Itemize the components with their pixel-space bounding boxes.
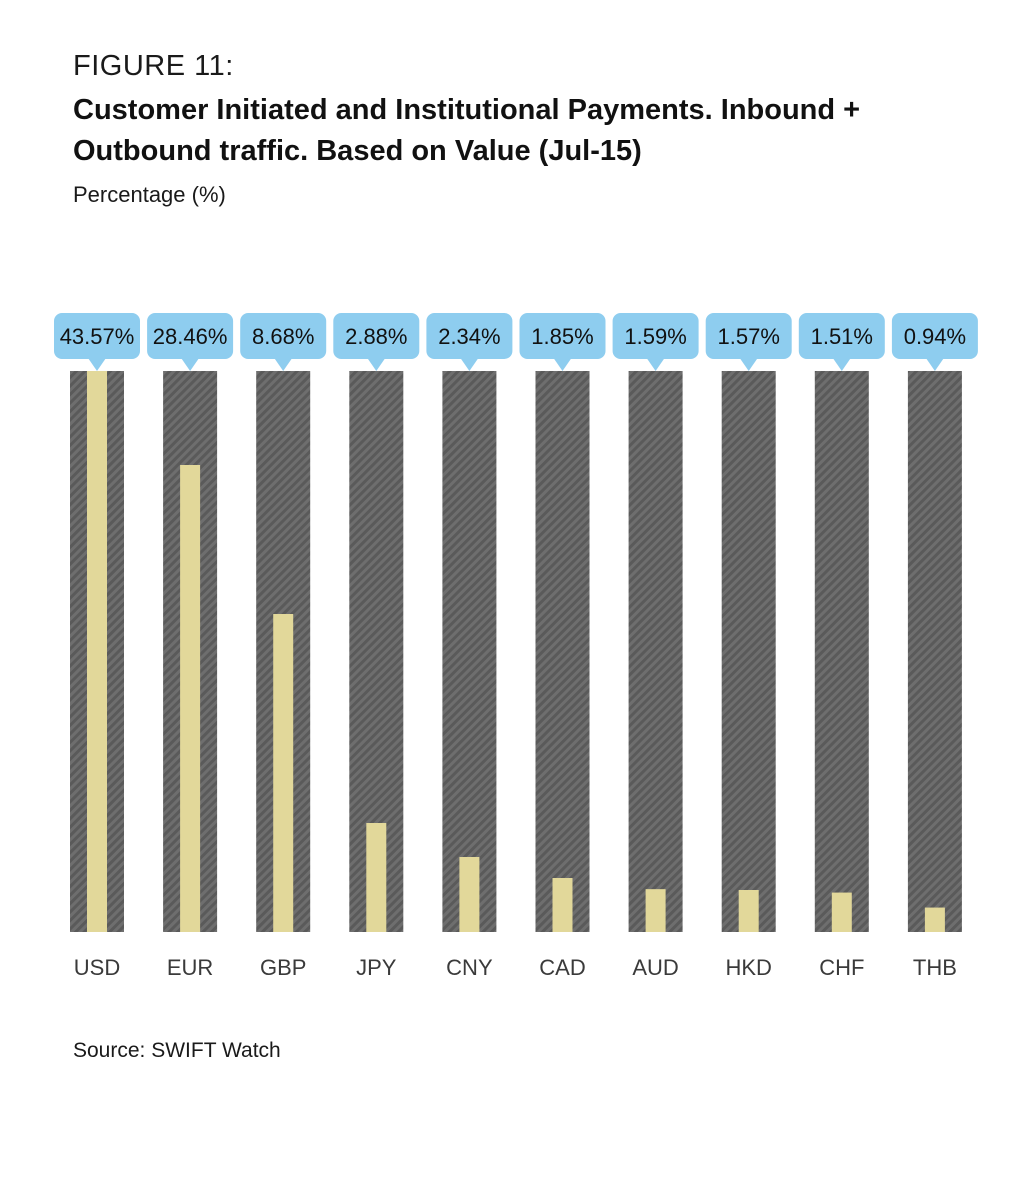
data-label-aud: 1.59% xyxy=(624,324,686,349)
bar-jpy xyxy=(366,823,387,932)
bar-track-cny xyxy=(442,371,497,932)
callout-aud: 1.59% xyxy=(612,313,699,371)
data-label-chf: 1.51% xyxy=(811,324,873,349)
bar-tracks xyxy=(70,371,962,932)
callout-thb: 0.94% xyxy=(891,313,978,371)
y-axis-label: Percentage (%) xyxy=(73,182,226,207)
callout-usd: 43.57% xyxy=(54,313,140,371)
callout-box xyxy=(54,313,140,359)
callout-pointer xyxy=(460,358,479,371)
data-label-gbp: 8.68% xyxy=(252,324,314,349)
x-tick-cad: CAD xyxy=(539,955,585,980)
bar-eur xyxy=(180,465,201,932)
figure-label: FIGURE 11: xyxy=(73,50,234,82)
callout-pointer xyxy=(646,358,665,371)
bar-aud xyxy=(645,889,666,932)
x-tick-chf: CHF xyxy=(819,955,864,980)
data-label-usd: 43.57% xyxy=(60,324,135,349)
callout-pointer xyxy=(181,358,200,371)
callout-pointer xyxy=(739,358,758,371)
bars xyxy=(87,371,945,932)
bar-track-aud xyxy=(628,371,683,932)
x-tick-hkd: HKD xyxy=(725,955,771,980)
callout-box xyxy=(147,313,234,359)
bar-chf xyxy=(831,892,852,932)
bar-track-cad xyxy=(535,371,590,932)
data-label-jpy: 2.88% xyxy=(345,324,407,349)
callout-cad: 1.85% xyxy=(519,313,606,371)
chart-title: Customer Initiated and Institutional Pay… xyxy=(73,94,861,167)
bar-track-chf xyxy=(814,371,869,932)
x-tick-gbp: GBP xyxy=(260,955,306,980)
data-label-hkd: 1.57% xyxy=(718,324,780,349)
bar-gbp xyxy=(273,614,294,932)
callout-box xyxy=(519,313,606,359)
data-label-cad: 1.85% xyxy=(531,324,593,349)
callout-box xyxy=(891,313,978,359)
x-tick-usd: USD xyxy=(74,955,120,980)
callout-pointer xyxy=(553,358,572,371)
callout-hkd: 1.57% xyxy=(705,313,792,371)
x-tick-thb: THB xyxy=(913,955,957,980)
callout-box xyxy=(612,313,699,359)
callout-pointer xyxy=(367,358,386,371)
bar-track-hkd xyxy=(721,371,776,932)
callout-pointer xyxy=(832,358,851,371)
x-tick-aud: AUD xyxy=(632,955,678,980)
callout-gbp: 8.68% xyxy=(240,313,327,371)
bar-thb xyxy=(924,907,945,932)
callout-eur: 28.46% xyxy=(147,313,234,371)
callouts: 43.57% 28.46% 8.68% 2.88% 2.34% 1.85% 1.59% 1.5… xyxy=(54,313,978,371)
callout-box xyxy=(426,313,513,359)
callout-box xyxy=(705,313,792,359)
data-label-cny: 2.34% xyxy=(438,324,500,349)
callout-pointer xyxy=(274,358,293,371)
bar-hkd xyxy=(738,890,759,932)
bar-usd xyxy=(87,371,107,932)
data-label-thb: 0.94% xyxy=(904,324,966,349)
x-tick-jpy: JPY xyxy=(356,955,397,980)
callout-box xyxy=(333,313,420,359)
callout-box xyxy=(798,313,885,359)
bar-cny xyxy=(459,857,480,932)
bar-cad xyxy=(552,878,573,932)
x-tick-cny: CNY xyxy=(446,955,493,980)
source-note: Source: SWIFT Watch xyxy=(73,1039,281,1062)
x-tick-eur: EUR xyxy=(167,955,213,980)
bar-track-thb xyxy=(907,371,962,932)
x-axis-ticks: USD EUR GBP JPY CNY CAD AUD HKD CHF THB xyxy=(74,955,957,980)
data-label-eur: 28.46% xyxy=(153,324,228,349)
callout-pointer xyxy=(925,358,944,371)
callout-cny: 2.34% xyxy=(426,313,513,371)
callout-box xyxy=(240,313,327,359)
callout-chf: 1.51% xyxy=(798,313,885,371)
callout-jpy: 2.88% xyxy=(333,313,420,371)
callout-pointer xyxy=(88,358,106,371)
